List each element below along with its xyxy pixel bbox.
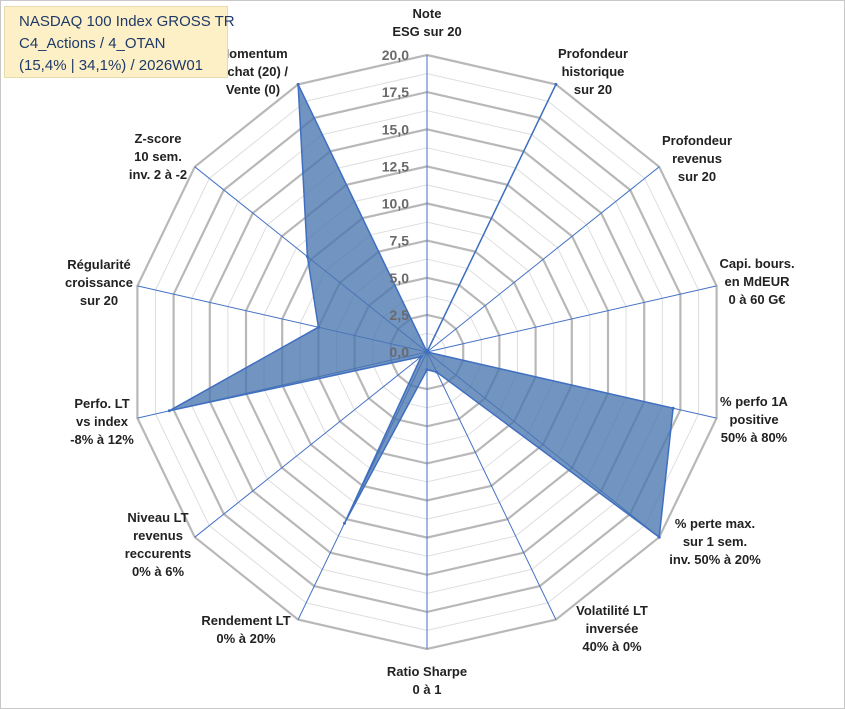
- axis-label: Vente (0): [226, 82, 280, 97]
- axis-label: Profondeur: [558, 46, 628, 61]
- axis-label: 50% à 80%: [721, 430, 788, 445]
- axis-label: Momentum: [218, 46, 287, 61]
- axis-label: inv. 2 à -2: [129, 167, 187, 182]
- axis-label: Régularité: [67, 257, 131, 272]
- tick-label: 10,0: [382, 196, 409, 212]
- axis-label: sur 20: [80, 293, 118, 308]
- tick-label: 15,0: [382, 121, 409, 137]
- axis-label: Z-score: [135, 131, 182, 146]
- axis-label: Ratio Sharpe: [387, 664, 467, 679]
- data-point: [343, 521, 346, 525]
- tick-label: 5,0: [390, 270, 410, 286]
- axis-label: 0 à 1: [413, 682, 442, 697]
- data-point: [425, 368, 429, 372]
- chart-subtitle: C4_Actions / 4_OTAN: [19, 35, 166, 52]
- data-point: [657, 535, 661, 539]
- axis-label: sur 1 sem.: [683, 534, 747, 549]
- axis-label: -8% à 12%: [70, 432, 134, 447]
- data-point: [167, 409, 171, 413]
- data-point: [435, 370, 439, 374]
- axis-label: vs index: [76, 414, 129, 429]
- chart-title-box: NASDAQ 100 Index GROSS TR C4_Actions / 4…: [4, 6, 235, 78]
- axis-label: sur 20: [574, 82, 612, 97]
- axis-label: historique: [562, 64, 625, 79]
- tick-labels: 0,0 2,5 5,0 7,5 10,0 12,5 15,0 17,5 20,0: [382, 47, 409, 360]
- data-point: [296, 82, 300, 86]
- axis-label: Achat (20) /: [218, 64, 288, 79]
- axis-label: sur 20: [678, 169, 716, 184]
- tick-label: 0,0: [390, 344, 410, 360]
- axis-label: Niveau LT: [127, 510, 188, 525]
- data-series: [167, 82, 675, 539]
- axis-label: Rendement LT: [201, 613, 290, 628]
- axis-label: inversée: [586, 621, 639, 636]
- axis-label: ESG sur 20: [392, 24, 461, 39]
- series-area: [168, 84, 674, 539]
- axis-label: Profondeur: [662, 133, 732, 148]
- data-point: [419, 355, 423, 359]
- axis-label: inv. 50% à 20%: [669, 552, 761, 567]
- axis-label: 0 à 60 G€: [728, 292, 785, 307]
- axis-label: en MdEUR: [725, 274, 791, 289]
- axis-label: % perfo 1A: [720, 394, 789, 409]
- axis-label: revenus: [133, 528, 183, 543]
- chart-title: NASDAQ 100 Index GROSS TR: [19, 13, 235, 30]
- axis-label: 40% à 0%: [582, 639, 642, 654]
- axis-spoke: [194, 351, 428, 538]
- tick-label: 17,5: [382, 84, 409, 100]
- tick-label: 12,5: [382, 158, 409, 174]
- axis-label: positive: [729, 412, 778, 427]
- data-point: [425, 350, 429, 354]
- axis-label: Capi. bours.: [719, 256, 794, 271]
- axis-labels: Note ESG sur 20 Profondeur historique sur 20…: [65, 6, 795, 697]
- tick-label: 2,5: [390, 307, 410, 323]
- axis-label: Volatilité LT: [576, 603, 648, 618]
- data-point: [671, 406, 675, 410]
- chart-stats: (15,4% | 34,1%) / 2026W01: [19, 57, 203, 74]
- axis-label: Perfo. LT: [74, 396, 129, 411]
- axis-label: 10 sem.: [134, 149, 182, 164]
- data-point: [316, 325, 320, 329]
- axis-label: revenus: [672, 151, 722, 166]
- tick-label: 7,5: [390, 233, 410, 249]
- data-point: [305, 255, 309, 259]
- axis-label: % perte max.: [675, 516, 755, 531]
- axis-label: 0% à 20%: [216, 631, 276, 646]
- data-point: [554, 82, 558, 86]
- axis-label: Note: [413, 6, 442, 21]
- axis-spoke: [426, 285, 717, 353]
- axis-label: reccurents: [125, 546, 191, 561]
- axis-label: 0% à 6%: [132, 564, 184, 579]
- tick-label: 20,0: [382, 47, 409, 63]
- axis-spoke: [426, 351, 557, 620]
- axis-label: croissance: [65, 275, 133, 290]
- axis-spoke: [426, 166, 660, 353]
